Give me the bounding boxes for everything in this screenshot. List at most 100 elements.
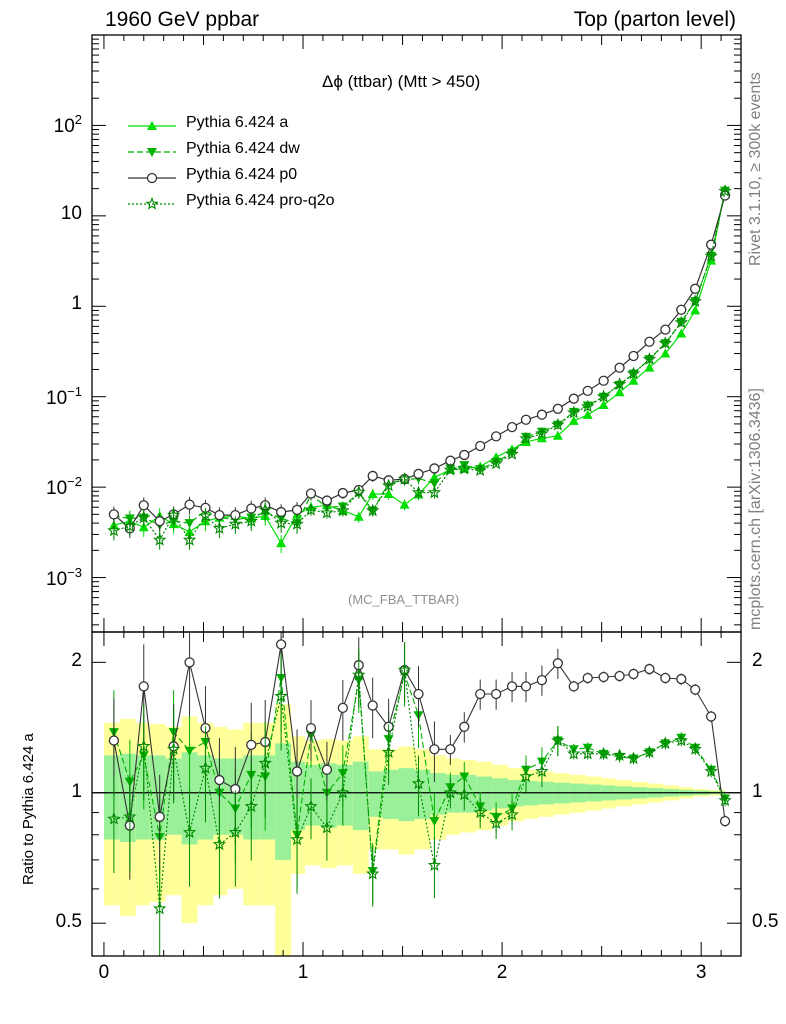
data-point [506,421,518,433]
ratio-point [291,766,303,777]
x-tick-label: 2 [496,962,508,983]
data-point [274,516,288,529]
data-point [473,463,487,477]
ratio-point [536,674,548,686]
ratio-point [660,672,671,684]
data-point [535,426,549,440]
data-point [366,503,380,517]
band-inner [352,761,369,831]
main-y-tick-label: 1 [71,293,82,315]
data-point [108,509,120,520]
data-point [198,509,213,522]
data-point [457,461,471,475]
band-inner [103,755,120,840]
ratio-point [443,785,458,799]
ratio-point [567,746,581,760]
ratio-point [304,799,318,813]
data-point [123,519,137,532]
legend-label-dw: Pythia 6.424 dw [186,140,300,157]
data-point [214,509,225,521]
legend-marker [146,172,158,184]
ratio-point [490,688,502,700]
legend-marker [147,148,157,157]
data-point [568,393,579,404]
data-point [258,502,272,516]
ratio-point [718,793,732,807]
ratio-point [459,772,470,782]
main-series-group [107,184,732,553]
data-point [367,488,378,498]
ratio-point [596,746,611,760]
ratio-point [704,764,718,778]
data-point [459,461,470,471]
data-point [275,506,287,518]
data-point [642,352,657,365]
data-point [582,385,593,397]
ratio-point [473,805,487,819]
rivet-label: Rivet 3.1.10, ≥ 300k events [747,72,764,266]
ratio-point [429,744,440,755]
legend-marker [145,196,159,210]
ratio-point [688,742,702,755]
data-point [690,305,701,315]
ratio-point [506,681,518,692]
ratio-point [258,756,272,769]
data-point [718,184,732,197]
ratio-point [244,799,258,813]
data-point [551,417,565,431]
band-inner [336,764,353,826]
data-point [626,366,641,380]
data-point [411,485,426,499]
data-point [660,348,671,358]
main-y-tick-label: 10 [60,202,82,224]
data-point [581,399,595,413]
ratio-point [475,688,486,700]
ratio-point [290,832,304,846]
ratio-point [184,657,195,668]
ratio-point [366,866,380,880]
ratio-point [519,769,533,783]
data-point [536,409,548,420]
header-left: 1960 GeV ppbar [105,8,260,31]
band-inner [320,763,337,828]
data-point [490,431,502,442]
ratio-point [614,670,625,682]
ratio-point [153,901,167,915]
data-point [413,468,424,480]
data-point [429,463,440,474]
data-point [290,517,304,530]
data-point [246,503,257,514]
ratio-point [552,658,563,669]
data-point [688,294,702,308]
legend-label-proq2o: Pythia 6.424 pro-q2o [186,192,335,209]
ratio-point [520,681,532,692]
ratio-point [582,672,593,684]
ratio-bands [103,704,726,956]
ratio-point [690,684,701,695]
ratio-point [212,837,227,851]
ratio-point [184,746,195,756]
data-point [291,504,303,516]
series-2 [108,190,731,539]
ratio-point [568,681,579,692]
ratio-point [658,736,673,750]
data-point [167,508,181,521]
x-tick-label: 1 [297,962,309,983]
main-y-tick-label: 10−2 [46,474,82,500]
ratio-point [275,639,287,650]
data-point [552,403,563,414]
ratio-point [427,858,441,872]
data-point [137,510,151,524]
ratio-point [352,668,366,681]
series-line [113,190,726,542]
ratio-point [381,745,396,758]
ratio-line [113,672,726,872]
ratio-point [305,722,317,734]
ratio-point [489,816,503,830]
ratio-point [413,688,424,700]
data-point [596,389,611,403]
ratio-point [644,663,655,675]
data-point [182,533,197,546]
legend-samples [128,121,176,210]
ratio-point [228,825,243,839]
